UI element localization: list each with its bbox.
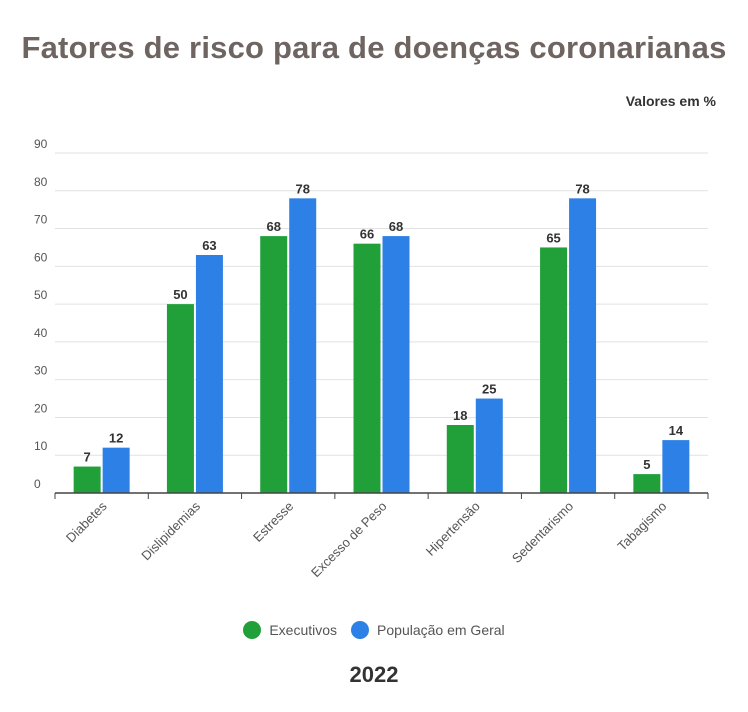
grid-layer <box>55 152 708 456</box>
x-tick-label: Diabetes <box>63 498 110 545</box>
data-label-executivos: 66 <box>360 227 374 242</box>
bar-executivos[interactable] <box>166 304 194 493</box>
legend-label-populacao: População em Geral <box>377 622 505 638</box>
bar-executivos[interactable] <box>446 425 474 493</box>
legend-swatch-executivos <box>243 621 262 639</box>
data-label-executivos: 68 <box>266 219 280 234</box>
bar-populacao[interactable] <box>569 198 597 494</box>
x-tick-label: Hipertensão <box>423 499 483 559</box>
x-tick-label: Tabagismo <box>614 499 669 554</box>
bar-populacao[interactable] <box>289 198 317 494</box>
bars <box>73 198 690 494</box>
chart-footer-year: 2022 <box>349 662 399 687</box>
data-label-populacao: 78 <box>295 181 309 196</box>
x-tick-label: Estresse <box>250 499 296 545</box>
bar-chart: 0 10 20 30 40 50 60 70 80 90 7 12 50 63 68 78 66 68 18 25 6… <box>34 137 709 581</box>
y-tick-label: 30 <box>34 364 48 378</box>
y-tick-label: 40 <box>34 326 48 340</box>
y-tick-label: 80 <box>34 175 48 189</box>
bar-populacao[interactable] <box>102 447 130 493</box>
x-tick-label: Excesso de Peso <box>308 499 390 581</box>
x-tick-label: Dislipidemias <box>138 498 203 563</box>
legend-item-populacao[interactable]: População em Geral <box>351 621 505 639</box>
bar-populacao[interactable] <box>475 398 503 493</box>
data-labels: 7 12 50 63 68 78 66 68 18 25 65 78 5 14 <box>84 181 684 472</box>
bar-populacao[interactable] <box>662 440 690 493</box>
bar-executivos[interactable] <box>633 474 661 493</box>
y-tick-label: 50 <box>34 288 48 302</box>
bar-executivos[interactable] <box>73 466 101 493</box>
x-tick-label: Sedentarismo <box>509 499 576 566</box>
y-axis-ticks: 0 10 20 30 40 50 60 70 80 90 <box>34 137 48 491</box>
legend-label-executivos: Executivos <box>269 622 338 638</box>
bar-executivos[interactable] <box>353 243 381 493</box>
data-label-executivos: 18 <box>453 408 467 423</box>
bar-executivos[interactable] <box>260 236 288 493</box>
legend: Executivos População em Geral <box>0 621 748 639</box>
data-label-executivos: 5 <box>643 457 650 472</box>
data-label-executivos: 50 <box>173 287 187 302</box>
y-tick-label: 70 <box>34 213 48 227</box>
y-tick-label: 10 <box>34 439 48 453</box>
y-tick-label: 20 <box>34 401 48 415</box>
y-tick-label: 0 <box>34 477 41 491</box>
data-label-populacao: 78 <box>575 181 589 196</box>
data-label-populacao: 25 <box>482 382 496 397</box>
x-axis-ticks: Diabetes Dislipidemias Estresse Excesso de … <box>54 493 709 581</box>
data-label-populacao: 14 <box>669 423 684 438</box>
data-label-populacao: 68 <box>389 219 403 234</box>
bar-executivos[interactable] <box>540 247 568 493</box>
legend-item-executivos[interactable]: Executivos <box>243 621 337 639</box>
units-label: Valores em % <box>625 93 716 109</box>
y-tick-label: 60 <box>34 250 48 264</box>
data-label-executivos: 7 <box>84 450 91 465</box>
bar-populacao[interactable] <box>382 236 410 493</box>
data-label-executivos: 65 <box>546 230 560 245</box>
chart-title: Fatores de risco para de doenças coronar… <box>21 30 727 65</box>
legend-swatch-populacao <box>351 621 370 639</box>
data-label-populacao: 63 <box>202 238 216 253</box>
bar-populacao[interactable] <box>195 255 223 493</box>
data-label-populacao: 12 <box>109 431 123 446</box>
y-tick-label: 90 <box>34 137 48 151</box>
